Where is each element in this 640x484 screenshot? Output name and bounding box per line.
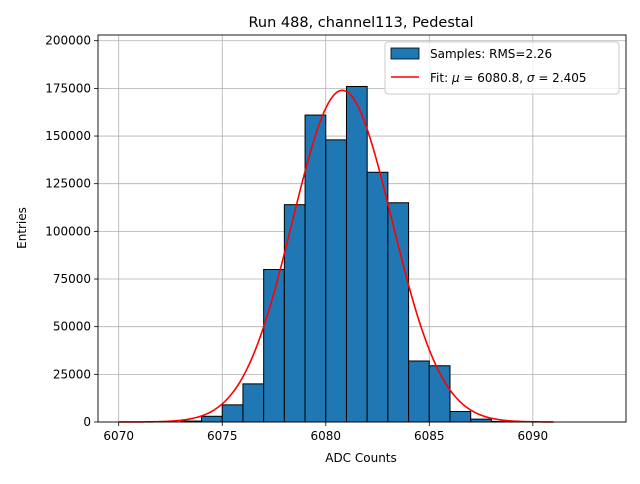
x-tick-label: 6085 <box>414 429 445 443</box>
chart-title: Run 488, channel113, Pedestal <box>248 15 473 31</box>
y-tick-label: 200000 <box>45 34 91 48</box>
x-tick-label: 6090 <box>518 429 549 443</box>
histogram-bar <box>387 202 410 423</box>
x-tick-label: 6070 <box>103 429 134 443</box>
histogram-bar <box>449 411 472 423</box>
y-tick-label: 75000 <box>53 272 91 286</box>
histogram-bar <box>242 383 265 423</box>
y-tick-label: 50000 <box>53 320 91 334</box>
x-ticks: 6070 6075 6080 6085 6090 <box>103 422 548 443</box>
y-ticks: 0 25000 50000 75000 100000 125000 150000 175000… <box>45 34 98 429</box>
y-tick-label: 100000 <box>45 224 91 238</box>
plot-frame <box>97 34 627 423</box>
x-tick-label: 6080 <box>310 429 341 443</box>
legend-fit-prefix: Fit: <box>430 71 452 85</box>
y-tick-label: 175000 <box>45 81 91 95</box>
legend-fit-mu-symbol: μ <box>451 71 460 85</box>
y-axis-label: Entries <box>15 207 29 249</box>
y-tick-label: 0 <box>83 415 91 429</box>
histogram-bar <box>408 360 430 423</box>
legend-fit-label: Fit: μ = 6080.8, σ = 2.405 <box>430 71 587 85</box>
histogram-bar <box>345 85 368 423</box>
histogram-bar <box>201 415 223 423</box>
histogram-bar <box>283 204 306 423</box>
x-axis-label: ADC Counts <box>325 451 397 465</box>
legend-fit-sigma-value: = 2.405 <box>535 71 587 85</box>
y-tick-label: 125000 <box>45 177 91 191</box>
histogram-bar <box>366 171 389 423</box>
x-tick-label: 6075 <box>207 429 238 443</box>
histogram-bar <box>221 404 244 423</box>
histogram-bar <box>325 139 347 423</box>
legend-fit-sigma-symbol: σ <box>527 71 535 85</box>
bars-layer <box>180 85 513 423</box>
y-tick-label: 25000 <box>53 367 91 381</box>
legend-fit-mu-value: = 6080.8, <box>460 71 527 85</box>
legend-histogram-swatch <box>390 47 420 60</box>
y-tick-label: 150000 <box>45 129 91 143</box>
fit-curve <box>118 89 554 423</box>
legend-box <box>384 41 620 95</box>
legend-histogram-label: Samples: RMS=2.26 <box>430 47 552 61</box>
legend: Samples: RMS=2.26 Fit: μ = 6080.8, σ = 2… <box>384 41 620 95</box>
